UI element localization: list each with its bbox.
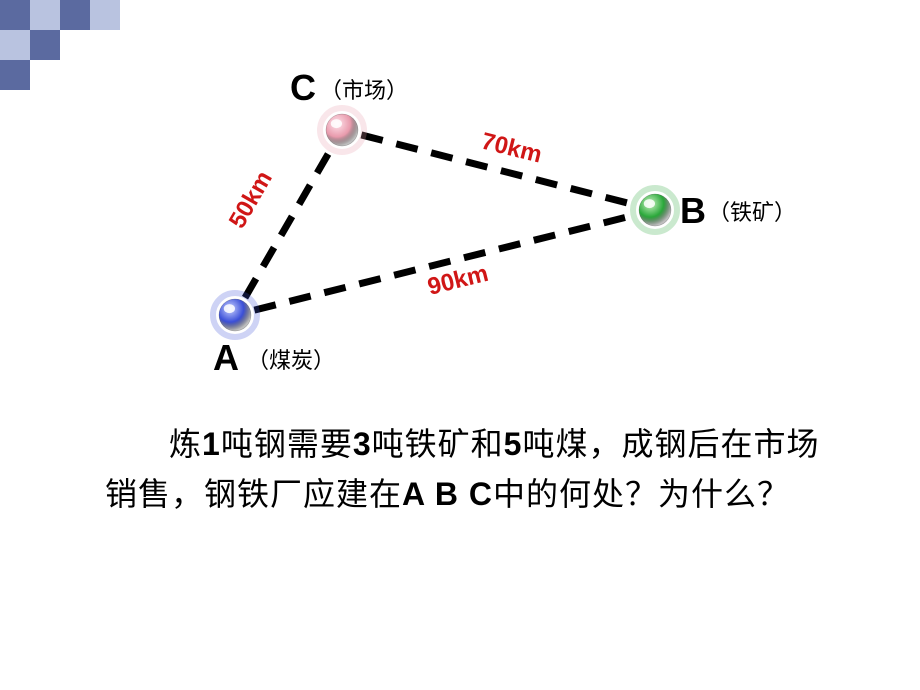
triangle-diagram: 50km70km90kmA（煤炭）B（铁矿）C（市场） — [150, 70, 750, 390]
slide: 50km70km90kmA（煤炭）B（铁矿）C（市场） 炼1吨钢需要3吨铁矿和5… — [0, 0, 920, 690]
node-label-B: B — [680, 190, 706, 231]
node-sublabel-A: （煤炭） — [247, 348, 335, 373]
corner-decoration — [0, 0, 130, 100]
node-label-A: A — [213, 337, 239, 378]
edge-label-C-B: 70km — [479, 128, 545, 169]
node-sublabel-C: （市场） — [320, 78, 408, 103]
question-text: 炼1吨钢需要3吨铁矿和5吨煤，成钢后在市场销售，钢铁厂应建在A B C中的何处？… — [105, 420, 825, 519]
node-A — [219, 299, 251, 331]
node-B — [639, 194, 671, 226]
node-sublabel-B: （铁矿） — [708, 200, 796, 225]
node-label-C: C — [290, 70, 316, 108]
edge-label-A-C: 50km — [224, 166, 278, 233]
node-C — [326, 114, 358, 146]
